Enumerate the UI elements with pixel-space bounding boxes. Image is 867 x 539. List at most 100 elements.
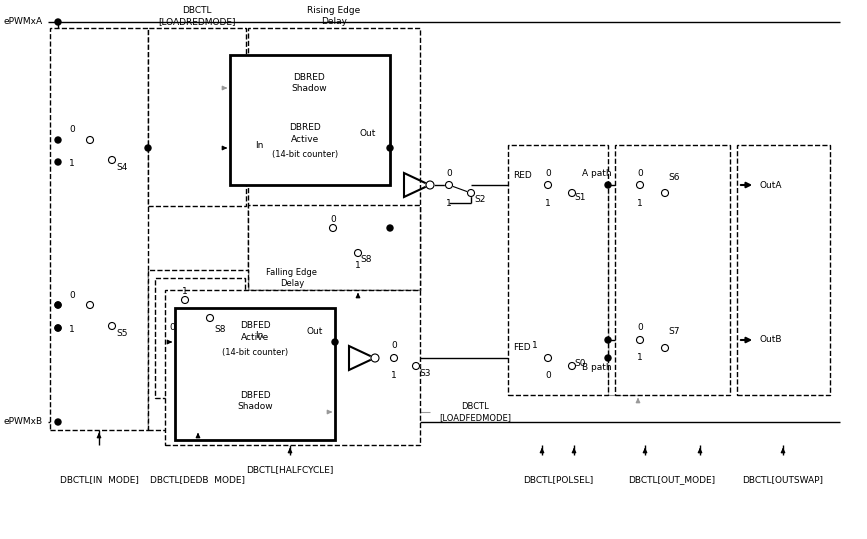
Text: DBFED
Shadow: DBFED Shadow [238,391,273,411]
Circle shape [55,302,61,308]
Text: DBCTL
[LOADREDMODE]: DBCTL [LOADREDMODE] [159,6,236,26]
Text: 1: 1 [69,326,75,335]
Text: S8: S8 [360,255,371,265]
Circle shape [387,225,393,231]
Circle shape [181,296,188,303]
Circle shape [55,325,61,331]
Text: DBCTL[IN  MODE]: DBCTL[IN MODE] [60,475,139,485]
Circle shape [662,344,668,351]
Text: 1: 1 [637,198,642,208]
Bar [615,145,730,395]
Text: 0: 0 [69,291,75,300]
Text: DBCTL[OUTSWAP]: DBCTL[OUTSWAP] [742,475,824,485]
Text: RED: RED [512,170,531,179]
Text: Rising Edge
Delay: Rising Edge Delay [308,6,361,26]
Text: 0: 0 [637,323,642,333]
Text: S0: S0 [574,358,585,368]
Text: Falling Edge
Delay: Falling Edge Delay [266,268,317,288]
Text: Active: Active [290,135,319,143]
Text: 0: 0 [169,323,175,333]
Text: 1: 1 [355,261,361,271]
Circle shape [371,354,379,362]
Text: A path: A path [582,169,611,177]
Text: ePWMxA: ePWMxA [3,17,42,26]
Circle shape [145,145,151,151]
Text: 1: 1 [637,354,642,363]
Text: DBFED: DBFED [239,321,271,330]
Text: 1: 1 [182,287,188,296]
Text: S2: S2 [474,196,486,204]
Circle shape [605,337,611,343]
Circle shape [87,301,94,308]
Circle shape [446,182,453,189]
Circle shape [55,159,61,165]
Circle shape [55,325,61,331]
Text: 1: 1 [69,160,75,169]
Circle shape [55,419,61,425]
Circle shape [387,145,393,151]
Text: 1: 1 [447,198,452,208]
Circle shape [55,137,61,143]
Circle shape [569,190,576,197]
Text: In: In [255,330,264,340]
Circle shape [329,225,336,231]
Circle shape [636,182,643,189]
Text: 1: 1 [532,342,538,350]
Circle shape [605,182,611,188]
Text: ePWMxB: ePWMxB [3,418,42,426]
Text: S1: S1 [574,192,585,202]
Circle shape [544,182,551,189]
Text: Out: Out [360,128,376,137]
Text: Active: Active [241,334,269,342]
Text: 1: 1 [391,371,397,381]
Bar [165,290,420,445]
Bar [148,28,246,206]
Text: 0: 0 [545,371,551,381]
Text: (14-bit counter): (14-bit counter) [222,348,288,356]
Circle shape [332,339,338,345]
Text: DBRED
Shadow: DBRED Shadow [291,73,327,93]
Text: In: In [255,141,264,149]
Text: OutB: OutB [760,335,783,344]
Bar [248,205,420,290]
Bar [230,55,390,185]
Bar [50,28,148,430]
Circle shape [108,322,115,329]
Bar [508,145,608,395]
Circle shape [467,190,474,197]
Circle shape [569,363,576,370]
Text: S5: S5 [116,328,127,337]
Circle shape [355,250,362,257]
Bar [248,28,420,290]
Circle shape [108,156,115,163]
Text: Out: Out [307,328,323,336]
Circle shape [426,181,434,189]
Circle shape [605,355,611,361]
Bar [737,145,830,395]
Text: 0: 0 [330,216,336,225]
Text: S6: S6 [668,172,680,182]
Text: DBCTL[OUT_MODE]: DBCTL[OUT_MODE] [629,475,715,485]
Text: DBCTL[HALFCYCLE]: DBCTL[HALFCYCLE] [246,466,334,474]
Circle shape [206,314,213,321]
Bar [148,270,248,430]
Circle shape [55,19,61,25]
Circle shape [662,190,668,197]
Circle shape [636,336,643,343]
Bar [175,308,335,440]
Text: FED: FED [513,343,531,353]
Circle shape [544,355,551,362]
Text: DBCTL[POLSEL]: DBCTL[POLSEL] [523,475,593,485]
Text: 1: 1 [545,198,551,208]
Circle shape [413,363,420,370]
Text: DBRED: DBRED [289,122,321,132]
Text: 0: 0 [637,169,642,177]
Text: S8: S8 [214,326,225,335]
Text: DBCTL
[LOADFEDMODE]: DBCTL [LOADFEDMODE] [439,402,511,421]
Text: S4: S4 [116,162,127,171]
Bar [155,278,245,398]
Circle shape [87,136,94,143]
Circle shape [390,355,397,362]
Circle shape [55,302,61,308]
Text: 0: 0 [391,342,397,350]
